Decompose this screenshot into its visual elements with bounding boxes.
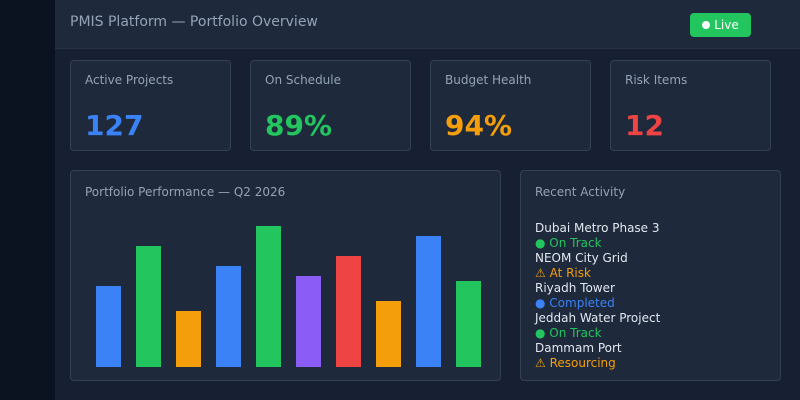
header-bar: PMIS Platform — Portfolio Overview Live [55,0,800,49]
stat-card-risk-items: Risk Items 12 [610,60,771,151]
stat-value: 12 [625,109,664,142]
stat-value: 127 [85,109,144,142]
stat-card-budget-health: Budget Health 94% [430,60,591,151]
sidebar [0,0,55,400]
stat-label: Budget Health [445,73,532,87]
stat-value: 89% [265,109,333,142]
stat-card-active-projects: Active Projects 127 [70,60,231,151]
project-name: Dammam Port [535,341,622,355]
project-name: Riyadh Tower [535,281,615,295]
chart-bar-4 [216,266,241,367]
stat-value: 94% [445,109,513,142]
chart-bar-7 [336,256,361,367]
status-badge: ● Completed [535,296,615,310]
chart-bar-5 [256,226,281,367]
stat-label: Risk Items [625,73,688,87]
activity-title: Recent Activity [535,185,626,199]
status-badge: ● On Track [535,326,602,340]
chart-panel: Portfolio Performance — Q2 2026 [70,170,501,381]
chart-bar-8 [376,301,401,367]
live-dot-icon [702,21,711,29]
status-badge: ⚠ Resourcing [535,356,616,370]
list-item[interactable]: Dubai Metro Phase 3 ● On Track [535,221,775,251]
chart-title: Portfolio Performance — Q2 2026 [85,185,286,199]
activity-list: Dubai Metro Phase 3 ● On Track NEOM City… [535,221,775,371]
list-item[interactable]: NEOM City Grid ⚠ At Risk [535,251,775,281]
status-badge: ⚠ At Risk [535,266,591,280]
stat-label: Active Projects [85,73,174,87]
chart-bar-2 [136,246,161,367]
chart-bar-9 [416,236,441,367]
chart-bar-6 [296,276,321,367]
list-item[interactable]: Riyadh Tower ● Completed [535,281,775,311]
stat-label: On Schedule [265,73,342,87]
project-name: NEOM City Grid [535,251,628,265]
live-status-badge: Live [690,13,751,37]
recent-activity-panel: Recent Activity Dubai Metro Phase 3 ● On… [520,170,781,381]
page-title: PMIS Platform — Portfolio Overview [70,14,318,30]
project-name: Dubai Metro Phase 3 [535,221,660,235]
list-item[interactable]: Dammam Port ⚠ Resourcing [535,341,775,371]
chart-bar-1 [96,286,121,367]
stat-card-on-schedule: On Schedule 89% [250,60,411,151]
main-area: PMIS Platform — Portfolio Overview Live … [55,0,800,400]
project-name: Jeddah Water Project [535,311,661,325]
chart-bar-3 [176,311,201,367]
list-item[interactable]: Jeddah Water Project ● On Track [535,311,775,341]
live-label: Live [714,18,739,32]
bar-chart [96,226,481,367]
status-badge: ● On Track [535,236,602,250]
chart-bar-10 [456,281,481,367]
